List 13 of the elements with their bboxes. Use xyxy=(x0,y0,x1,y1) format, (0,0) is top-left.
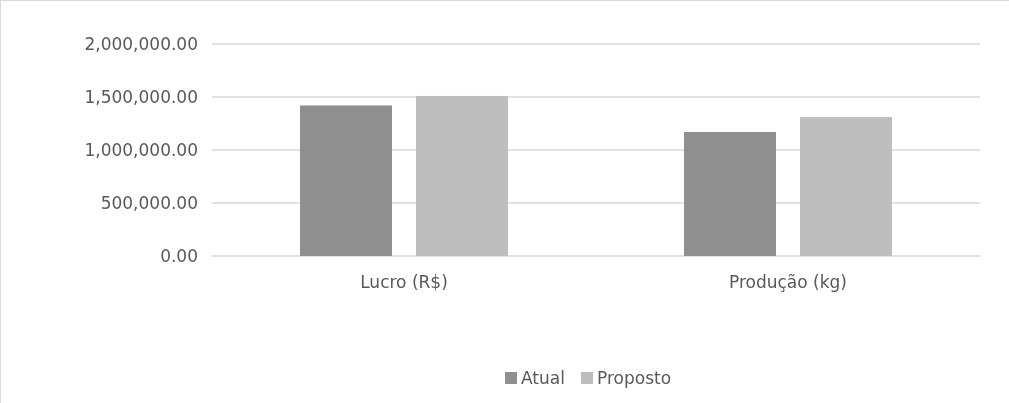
legend-label: Proposto xyxy=(597,367,672,388)
x-tick-label: Lucro (R$) xyxy=(360,272,448,292)
bar xyxy=(684,131,776,256)
y-tick-label: 1,000,000.00 xyxy=(84,139,198,160)
bar xyxy=(300,105,392,256)
y-tick-label: 2,000,000.00 xyxy=(84,33,198,54)
y-tick-label: 1,500,000.00 xyxy=(84,86,198,107)
legend-label: Atual xyxy=(521,367,565,388)
bar xyxy=(416,95,508,256)
bar xyxy=(800,117,892,256)
y-tick-label: 500,000.00 xyxy=(100,192,198,213)
y-tick-label: 0.00 xyxy=(160,245,198,266)
x-tick-label: Produção (kg) xyxy=(728,272,848,292)
